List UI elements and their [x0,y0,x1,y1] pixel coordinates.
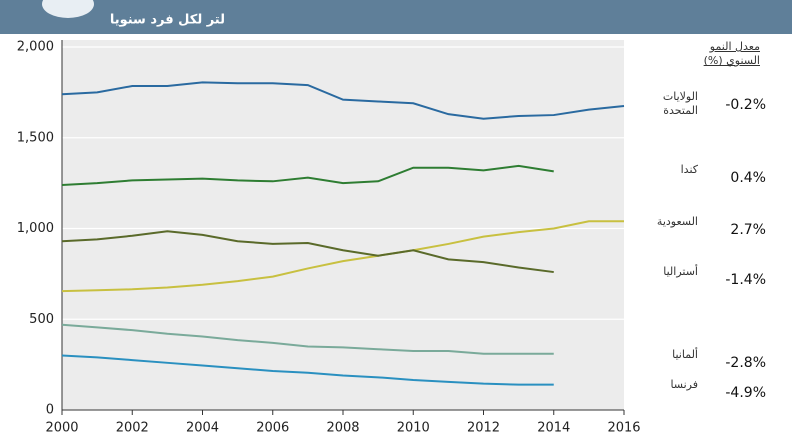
x-tick-label: 2000 [45,421,78,436]
legend-label: الولايات المتحدة [662,90,698,117]
line-series [61,164,554,186]
logo [42,0,94,18]
growth-label: 2.7% [730,222,766,238]
growth-label: 0.4% [730,170,766,186]
x-tick-label: 2008 [326,421,359,436]
growth-label: -0.2% [725,97,766,113]
x-tick-label: 2016 [607,421,640,436]
x-tick-label: 2002 [116,421,149,436]
y-tick-label: 0 [46,403,54,418]
growth-label: -1.4% [725,272,766,288]
x-tick-label: 2012 [467,421,500,436]
banner [0,0,792,34]
y-tick-label: 1,500 [17,130,54,145]
legend-label: فرنسا [670,378,698,391]
x-tick-label: 2014 [537,421,570,436]
legend-label: السعودية [656,215,698,228]
line-series [61,220,624,293]
line-series [61,323,554,355]
legend-title: معدل النمو السنوي (%) [703,40,760,67]
legend-label: ألمانيا [672,348,698,361]
y-tick-label: 2,000 [17,40,54,55]
x-tick-label: 2006 [256,421,289,436]
growth-label: -4.9% [725,385,766,401]
legend-label: كندا [680,163,698,176]
y-tick-label: 1,000 [17,221,54,236]
line-series [61,81,625,120]
x-tick-label: 2010 [397,421,430,436]
legend-label: أستراليا [663,265,698,278]
growth-label: -2.8% [725,355,766,371]
y-tick-label: 500 [29,312,54,327]
line-series [61,354,554,386]
chart-title: لتر لكل فرد سنويا [110,13,225,28]
x-tick-label: 2004 [186,421,219,436]
line-series [61,230,554,274]
